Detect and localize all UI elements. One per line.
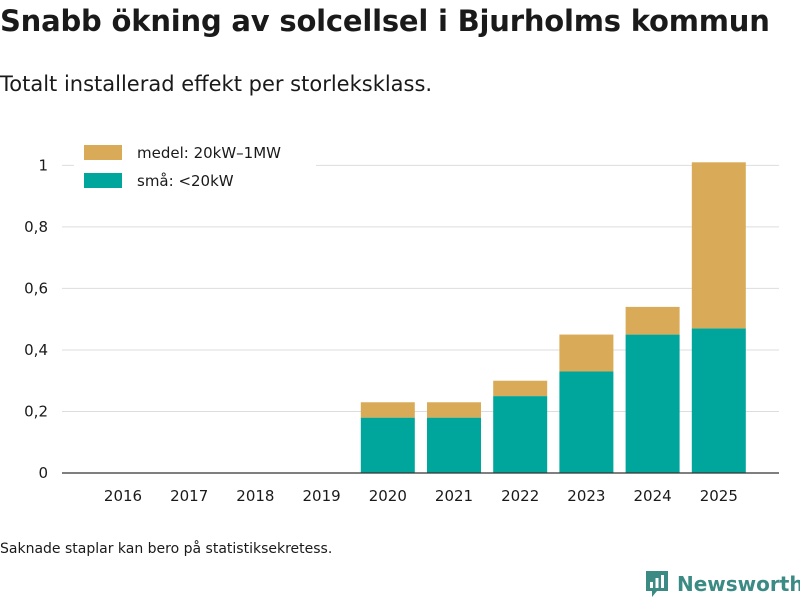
- bar-small-2022: [493, 396, 548, 473]
- x-tick-label: 2019: [303, 487, 341, 505]
- bar-medium-2022: [493, 380, 548, 397]
- x-tick-label: 2022: [501, 487, 539, 505]
- x-tick-label: 2023: [567, 487, 605, 505]
- legend: medel: 20kW–1MW små: <20kW: [74, 136, 316, 198]
- chart-title: Snabb ökning av solcellsel i Bjurholms k…: [0, 4, 770, 38]
- stacked-bar-chart: 0 0,2 0,4 0,6 0,8 1 2016 2017 2018 2019 2020 2021 20…: [24, 136, 779, 505]
- bar-medium-2025: [691, 162, 746, 329]
- x-tick-label: 2018: [236, 487, 274, 505]
- x-tick-label: 2024: [634, 487, 672, 505]
- footnote: Saknade staplar kan bero på statistiksek…: [0, 541, 333, 557]
- bar-small-2023: [559, 371, 614, 473]
- y-tick-label: 0: [38, 464, 48, 482]
- logo-text: Newsworthy: [677, 572, 800, 596]
- x-tick-label: 2016: [104, 487, 142, 505]
- legend-swatch-small: [84, 173, 122, 188]
- x-tick-label: 2025: [700, 487, 738, 505]
- bar-small-2025: [691, 328, 746, 473]
- y-tick-label: 0,6: [24, 279, 48, 297]
- y-tick-label: 0,2: [24, 402, 48, 420]
- bar-medium-2020: [360, 402, 415, 418]
- bar-medium-2024: [625, 306, 680, 335]
- bars: [360, 162, 746, 473]
- legend-swatch-medium: [84, 145, 122, 160]
- y-tick-label: 1: [38, 156, 48, 174]
- x-tick-label: 2020: [369, 487, 407, 505]
- bar-medium-2021: [427, 402, 481, 418]
- bar-small-2024: [625, 334, 680, 473]
- legend-label-small: små: <20kW: [137, 172, 234, 190]
- bar-small-2020: [360, 417, 415, 473]
- chart-subtitle: Totalt installerad effekt per storlekskl…: [0, 72, 433, 96]
- newsworthy-logo-icon: [646, 571, 668, 597]
- x-tick-label: 2017: [170, 487, 208, 505]
- x-tick-label: 2021: [435, 487, 473, 505]
- y-tick-label: 0,4: [24, 341, 48, 359]
- y-tick-label: 0,8: [24, 218, 48, 236]
- axes: 0 0,2 0,4 0,6 0,8 1 2016 2017 2018 2019 2020 2021 20…: [24, 156, 779, 505]
- newsworthy-logo: Newsworthy: [645, 569, 800, 599]
- legend-label-medium: medel: 20kW–1MW: [137, 144, 281, 162]
- bar-medium-2023: [559, 334, 614, 372]
- bar-small-2021: [427, 417, 481, 473]
